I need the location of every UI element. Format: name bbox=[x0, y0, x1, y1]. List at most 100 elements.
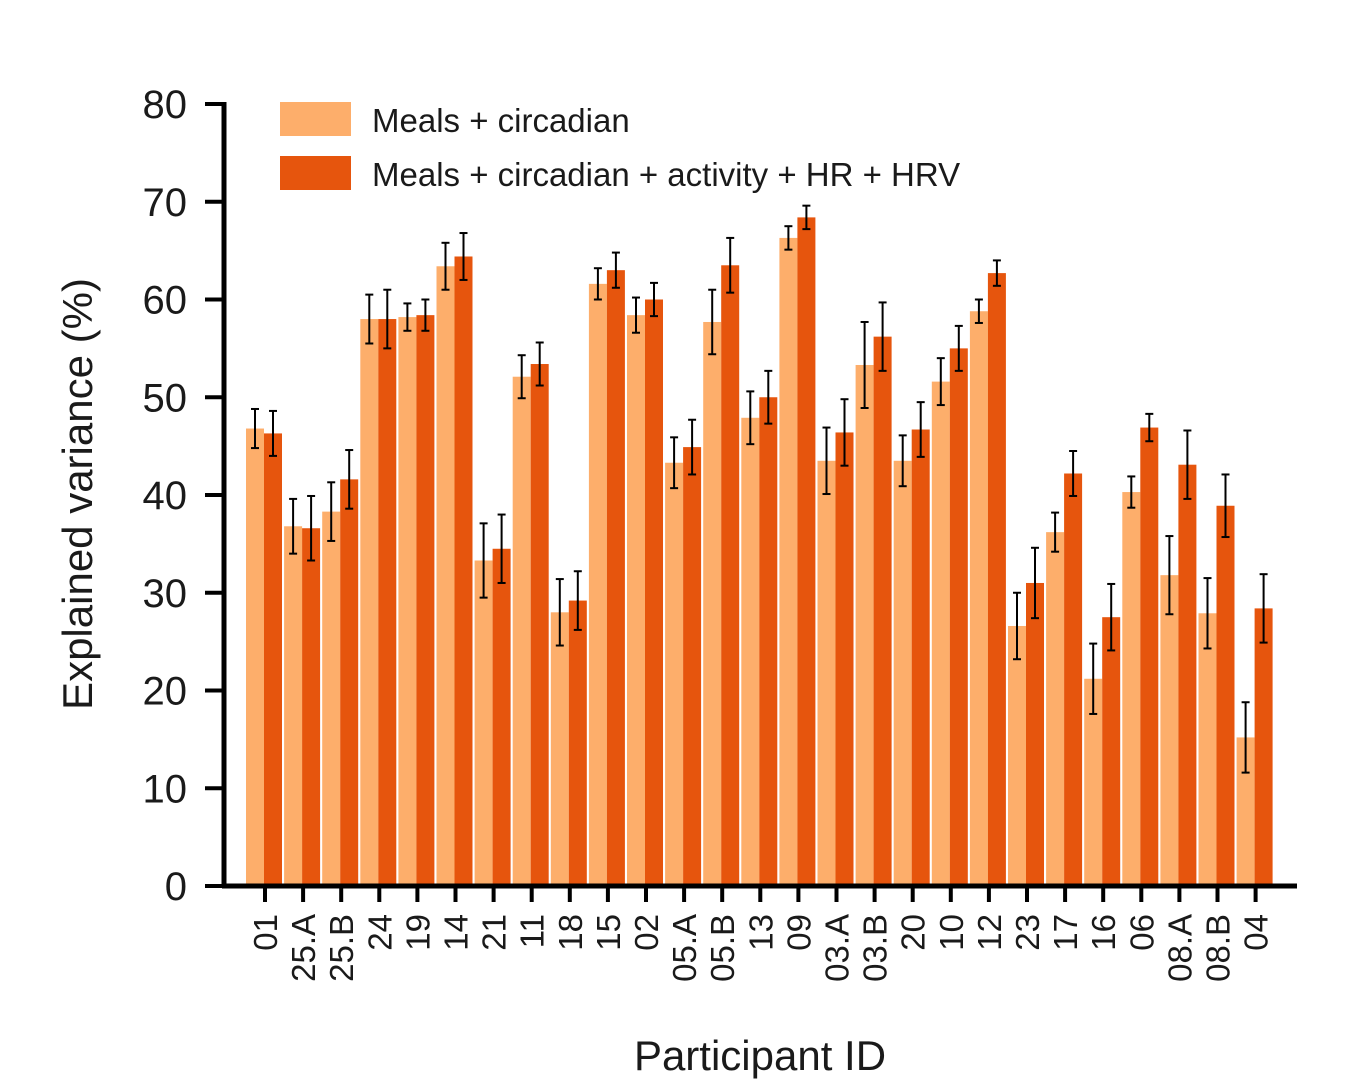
bar-series-1 bbox=[665, 462, 684, 886]
x-axis-title: Participant ID bbox=[634, 1032, 886, 1079]
bar-series-2 bbox=[568, 600, 587, 886]
bar-series-2 bbox=[759, 397, 778, 886]
bar-series-2 bbox=[454, 256, 473, 886]
bar-series-2 bbox=[873, 336, 892, 886]
bar-series-2 bbox=[530, 364, 549, 886]
x-tick-label: 02 bbox=[628, 914, 665, 951]
bar-series-2 bbox=[645, 299, 663, 886]
bar-series-1 bbox=[322, 511, 341, 886]
y-ticks: 0 10 20 30 40 50 60 70 80 bbox=[143, 83, 224, 909]
bar-series-2 bbox=[302, 528, 321, 886]
bar-series-1 bbox=[436, 266, 455, 886]
bar-series-2 bbox=[911, 429, 930, 886]
legend: Meals + circadian Meals + circadian + ac… bbox=[280, 102, 960, 193]
bar-series-2 bbox=[606, 270, 625, 886]
bar-series-1 bbox=[931, 381, 950, 886]
y-tick-label: 10 bbox=[143, 767, 188, 811]
bar-series-2 bbox=[492, 548, 511, 886]
bar-series-2 bbox=[797, 217, 816, 886]
legend-label-series-2: Meals + circadian + activity + HR + HRV bbox=[372, 156, 960, 193]
y-tick-label: 50 bbox=[143, 376, 188, 420]
bar-series-2 bbox=[1216, 505, 1235, 886]
bar-series-1 bbox=[246, 428, 264, 886]
bar-series-1 bbox=[512, 376, 531, 886]
x-tick-label: 04 bbox=[1238, 914, 1275, 951]
bar-series-2 bbox=[721, 265, 740, 887]
bar-series-1 bbox=[627, 315, 645, 886]
x-tick-label: 25.A bbox=[285, 914, 322, 982]
y-tick-label: 30 bbox=[143, 572, 188, 616]
bar-series-2 bbox=[378, 319, 397, 886]
bar-series-1 bbox=[741, 417, 760, 886]
x-tick-label: 14 bbox=[438, 914, 475, 951]
bar-series-1 bbox=[284, 526, 303, 886]
bar-series-1 bbox=[588, 283, 607, 886]
x-ticks: 01 25.A 25.B 24 19 14 21 11 18 15 02 05.A 05.B 13 09 03… bbox=[247, 886, 1275, 982]
y-tick-label: 0 bbox=[165, 865, 187, 909]
x-tick-label: 08.A bbox=[1161, 914, 1198, 982]
bar-series-2 bbox=[264, 433, 282, 886]
x-tick-label: 10 bbox=[933, 914, 970, 951]
bar-series-2 bbox=[1026, 582, 1044, 886]
bar-series-1 bbox=[817, 460, 836, 886]
bar-series-2 bbox=[1178, 464, 1197, 886]
x-tick-label: 15 bbox=[590, 914, 627, 951]
x-tick-label: 13 bbox=[742, 914, 779, 951]
x-tick-label: 21 bbox=[476, 914, 513, 951]
x-tick-label: 05.B bbox=[704, 914, 741, 982]
bar-series-2 bbox=[683, 447, 702, 886]
x-tick-label: 19 bbox=[399, 914, 436, 951]
x-tick-label: 12 bbox=[971, 914, 1008, 951]
x-tick-label: 11 bbox=[514, 914, 551, 948]
y-tick-label: 80 bbox=[143, 83, 188, 127]
legend-label-series-1: Meals + circadian bbox=[372, 102, 630, 139]
bar-series-2 bbox=[987, 273, 1006, 886]
y-tick-label: 40 bbox=[143, 474, 188, 518]
bar-series-1 bbox=[1236, 737, 1255, 886]
y-tick-label: 20 bbox=[143, 670, 188, 714]
bar-series-1 bbox=[1046, 532, 1065, 886]
bar-series-1 bbox=[855, 364, 874, 886]
x-tick-label: 16 bbox=[1085, 914, 1122, 951]
bar-series-1 bbox=[1008, 625, 1026, 886]
x-tick-label: 06 bbox=[1123, 914, 1160, 951]
bar-series-2 bbox=[1064, 473, 1083, 886]
y-tick-label: 60 bbox=[143, 279, 188, 323]
error-bars-layer bbox=[251, 204, 1268, 774]
legend-swatch-series-1 bbox=[280, 102, 351, 136]
bar-series-1 bbox=[779, 237, 798, 887]
bar-series-1 bbox=[1198, 613, 1217, 886]
bar-series-1 bbox=[398, 317, 417, 887]
x-tick-label: 20 bbox=[895, 914, 932, 951]
x-tick-label: 01 bbox=[247, 914, 284, 951]
bar-series-1 bbox=[1122, 492, 1141, 886]
bar-series-1 bbox=[1084, 678, 1103, 886]
y-axis-title: Explained variance (%) bbox=[54, 278, 101, 710]
bar-series-1 bbox=[1160, 575, 1179, 886]
x-tick-label: 08.B bbox=[1200, 914, 1237, 982]
x-tick-label: 23 bbox=[1009, 914, 1046, 951]
bar-series-2 bbox=[1254, 608, 1273, 886]
x-tick-label: 18 bbox=[552, 914, 589, 951]
bar-series-2 bbox=[949, 348, 968, 886]
bar-series-2 bbox=[416, 315, 435, 886]
bar-series-1 bbox=[969, 311, 988, 887]
y-tick-label: 70 bbox=[143, 181, 188, 225]
legend-swatch-series-2 bbox=[280, 156, 351, 190]
bar-series-2 bbox=[340, 479, 359, 886]
bar-series-1 bbox=[893, 460, 912, 886]
bar-series-2 bbox=[1140, 427, 1159, 886]
bar-series-1 bbox=[703, 321, 722, 886]
bar-series-2 bbox=[835, 432, 854, 886]
x-tick-label: 09 bbox=[780, 914, 817, 951]
x-tick-label: 17 bbox=[1047, 914, 1084, 951]
bar-series-1 bbox=[360, 319, 379, 886]
x-tick-label: 25.B bbox=[323, 914, 360, 982]
x-tick-label: 03.B bbox=[857, 914, 894, 982]
x-tick-label: 03.A bbox=[819, 914, 856, 982]
bar-series-2 bbox=[1102, 617, 1121, 886]
x-tick-label: 05.A bbox=[666, 914, 703, 982]
x-tick-label: 24 bbox=[361, 914, 398, 951]
bar-series-1 bbox=[550, 612, 569, 886]
